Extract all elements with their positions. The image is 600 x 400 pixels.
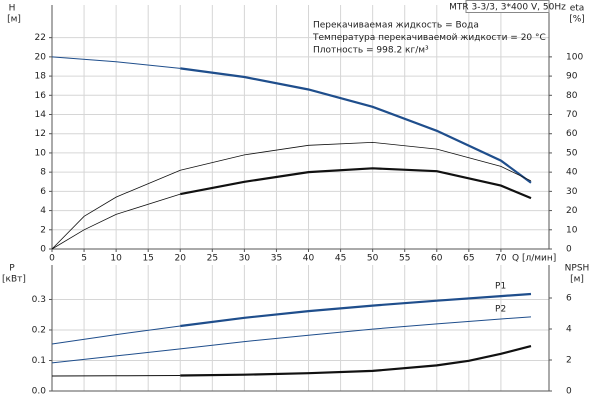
x-tick-label: 45 [335, 254, 346, 264]
y2-tick-label: 60 [566, 129, 578, 139]
annotation: Перекачиваемая жидкость = Вода [313, 21, 479, 31]
y2-tick-label: 50 [566, 148, 578, 158]
curve [180, 345, 532, 377]
x-tick-label: 20 [175, 254, 187, 264]
x-tick-label: 60 [431, 254, 443, 264]
y-tick-label: 0.3 [32, 295, 46, 305]
x-tick-label: 40 [303, 254, 315, 264]
annotation: Температура перекачиваемой жидкости = 20… [312, 33, 546, 43]
x-tick-label: 35 [271, 254, 282, 264]
x-tick-label: 30 [239, 254, 251, 264]
curve-label: P1 [495, 281, 506, 291]
y-axis-unit: [кВт] [2, 275, 26, 285]
y-tick-label: 18 [35, 72, 47, 82]
y-tick-label: 0.1 [32, 356, 46, 366]
x-tick-label: 65 [463, 254, 474, 264]
y-tick-label: 6 [40, 187, 46, 197]
curve [51, 56, 181, 69]
y-tick-label: 8 [40, 168, 46, 178]
x-tick-label: 50 [367, 254, 379, 264]
curve [180, 292, 532, 328]
y-tick-label: 20 [35, 52, 47, 62]
curve [51, 193, 181, 250]
curve [51, 141, 532, 250]
y2-tick-label: 100 [566, 52, 583, 62]
x-tick-label: 10 [110, 254, 122, 264]
x-tick-label: 55 [399, 254, 410, 264]
y2-axis-label: eta [570, 4, 585, 14]
y2-axis-unit: [%] [569, 15, 585, 25]
curve-label: P2 [495, 304, 506, 314]
curve [51, 375, 181, 377]
y-tick-label: 10 [35, 148, 47, 158]
y-tick-label: 0 [40, 245, 46, 255]
y2-tick-label: 20 [566, 206, 578, 216]
y2-tick-label: 70 [566, 110, 578, 120]
y2-tick-label: 0 [566, 387, 572, 397]
x-tick-label: 25 [207, 254, 218, 264]
x-tick-label: 0 [49, 254, 55, 264]
y2-tick-label: 0 [566, 245, 572, 255]
curve [180, 67, 532, 184]
curve [180, 167, 532, 200]
y2-tick-label: 90 [566, 72, 578, 82]
y-tick-label: 14 [35, 110, 47, 120]
y-axis-label: P [9, 264, 15, 274]
y-tick-label: 0.0 [32, 387, 47, 397]
title-box [465, 0, 550, 13]
y-tick-label: 22 [35, 33, 46, 43]
x-tick-label: 15 [142, 254, 153, 264]
y2-tick-label: 40 [566, 168, 578, 178]
y-axis-label: H [9, 4, 16, 14]
y2-tick-label: 6 [566, 294, 572, 304]
x-axis-label: Q [л/мин] [512, 254, 556, 264]
y-tick-label: 16 [35, 91, 47, 101]
y-tick-label: 2 [40, 225, 46, 235]
curve [51, 316, 532, 364]
y2-tick-label: 10 [566, 225, 578, 235]
y2-axis-label: NPSH [565, 264, 590, 274]
y-tick-label: 4 [40, 206, 46, 216]
y2-tick-label: 80 [566, 91, 578, 101]
x-tick-label: 5 [81, 254, 87, 264]
y2-tick-label: 30 [566, 187, 578, 197]
y2-tick-label: 4 [566, 325, 572, 335]
annotation: Плотность = 998.2 кг/м³ [313, 46, 429, 56]
curve [51, 325, 181, 345]
chart-title: MTR 3-3/3, 3*400 V, 50Hz [449, 3, 566, 13]
y2-tick-label: 2 [566, 356, 572, 366]
y-axis-unit: [м] [7, 15, 21, 25]
x-tick-label: 70 [495, 254, 507, 264]
y-tick-label: 0.2 [32, 325, 46, 335]
y-tick-label: 12 [35, 129, 46, 139]
y2-axis-unit: [м] [570, 275, 584, 285]
